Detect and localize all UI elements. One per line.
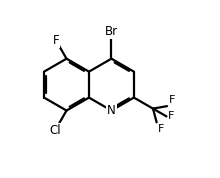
Text: N: N	[107, 104, 116, 117]
Text: F: F	[169, 95, 175, 105]
Text: F: F	[158, 124, 164, 134]
Text: Cl: Cl	[50, 124, 61, 137]
Text: F: F	[53, 35, 60, 48]
Text: F: F	[168, 111, 175, 121]
Text: Br: Br	[105, 25, 118, 38]
